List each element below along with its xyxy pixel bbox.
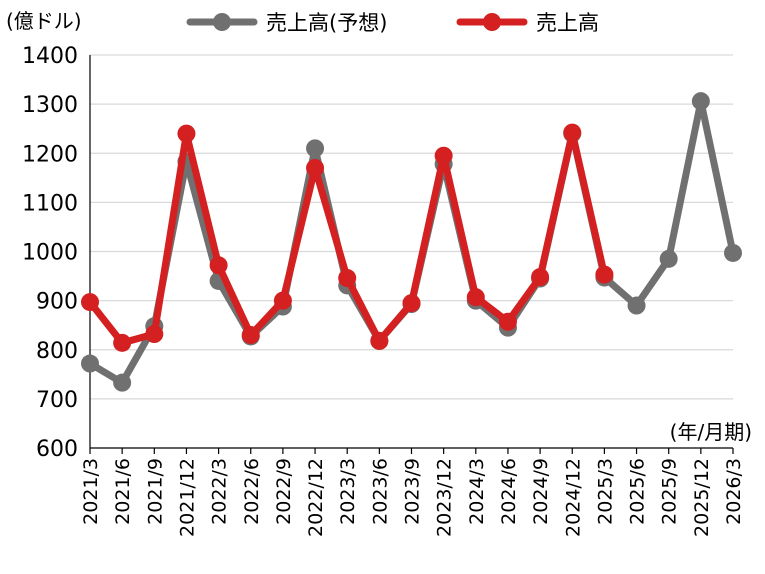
data-point	[81, 354, 99, 373]
gridlines	[90, 54, 733, 400]
data-point	[402, 294, 421, 313]
x-tick-label: 2023/9	[402, 458, 424, 525]
x-tick-label: 2024/3	[466, 458, 488, 525]
x-tick-label: 2024/6	[498, 458, 520, 525]
y-tick-label: 700	[36, 388, 78, 413]
data-point	[145, 325, 164, 344]
data-point	[531, 268, 550, 287]
y-tick-label: 800	[36, 339, 78, 364]
data-point	[563, 123, 582, 142]
data-point	[659, 249, 678, 268]
data-point	[466, 288, 485, 307]
y-tick-label: 1100	[22, 191, 78, 216]
series-actual	[81, 123, 614, 352]
x-tick-label: 2022/6	[241, 458, 263, 525]
legend-label: 売上高	[536, 11, 599, 35]
data-point	[273, 291, 292, 310]
legend-label: 売上高(予想)	[266, 11, 387, 35]
x-tick-label: 2023/12	[434, 458, 456, 537]
data-point	[306, 158, 325, 177]
x-unit-label: (年/月期)	[670, 420, 752, 444]
data-point	[434, 146, 453, 165]
data-point	[113, 373, 132, 392]
data-point	[177, 124, 196, 143]
data-point	[724, 243, 742, 262]
legend-item: 売上高(予想)	[186, 11, 387, 35]
y-axis-ticks: 600 700 800 900 1000 1100 1200 1300 1400	[22, 44, 78, 462]
x-tick-label: 2021/9	[144, 458, 166, 525]
y-tick-label: 900	[36, 290, 78, 315]
x-tick-label: 2024/9	[530, 458, 552, 525]
y-tick-label: 1400	[22, 44, 78, 69]
x-tick-label: 2025/12	[691, 458, 713, 537]
y-tick-label: 1000	[22, 241, 78, 266]
y-tick-label: 600	[36, 437, 78, 462]
data-point	[498, 312, 517, 331]
x-tick-label: 2024/12	[562, 458, 584, 537]
y-tick-label: 1200	[22, 142, 78, 167]
data-point	[595, 265, 614, 284]
y-tick-label: 1300	[22, 93, 78, 118]
x-tick-label: 2022/12	[305, 458, 327, 537]
data-point	[691, 92, 710, 111]
data-point	[370, 331, 389, 350]
data-point	[241, 326, 260, 345]
x-tick-label: 2025/9	[659, 458, 681, 525]
x-tick-label: 2021/6	[112, 458, 134, 525]
data-point	[338, 269, 357, 288]
x-tick-label: 2023/6	[369, 458, 391, 525]
x-tick-label: 2021/12	[176, 458, 198, 537]
x-tick-label: 2025/3	[594, 458, 616, 525]
legend-swatch-marker	[483, 13, 501, 31]
legend-item: 売上高	[456, 11, 599, 35]
series-layer	[81, 92, 742, 392]
x-tick-label: 2022/3	[209, 458, 231, 525]
data-point	[113, 333, 132, 352]
y-unit-label: (億ドル)	[6, 9, 82, 33]
legend: 売上高(予想) 売上高	[186, 11, 599, 35]
data-point	[209, 256, 228, 275]
legend-swatch-marker	[213, 13, 231, 31]
series-line	[86, 129, 608, 347]
x-tick-label: 2026/3	[723, 458, 745, 525]
data-point	[627, 296, 646, 315]
data-point	[306, 139, 325, 158]
data-point	[81, 293, 99, 312]
x-tick-label: 2025/6	[627, 458, 649, 525]
x-tick-label: 2023/3	[337, 458, 359, 525]
x-axis-ticks: 2021/3 2021/6 2021/9 2021/12 2022/3 2022/6 202…	[80, 448, 745, 537]
x-tick-label: 2021/3	[80, 458, 102, 525]
x-tick-label: 2022/9	[273, 458, 295, 525]
